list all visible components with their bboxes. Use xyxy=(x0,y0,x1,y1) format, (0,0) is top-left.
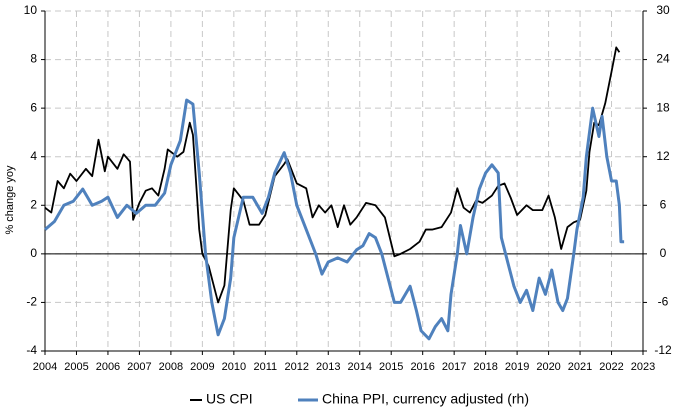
legend-label: US CPI xyxy=(206,391,253,407)
x-tick-label: 2004 xyxy=(33,361,57,373)
y-axis-label: % change yoy xyxy=(4,165,16,235)
x-tick-label: 2019 xyxy=(505,361,529,373)
y2-tick-label: 30 xyxy=(656,3,670,17)
x-tick-label: 2005 xyxy=(64,361,88,373)
x-tick-label: 2010 xyxy=(222,361,246,373)
x-tick-label: 2018 xyxy=(473,361,497,373)
y-tick-label: 4 xyxy=(30,149,37,163)
x-tick-label: 2012 xyxy=(285,361,309,373)
y2-tick-label: -6 xyxy=(658,295,669,309)
y2-tick-label: -12 xyxy=(654,343,672,357)
x-tick-label: 2015 xyxy=(379,361,403,373)
legend-label: China PPI, currency adjusted (rh) xyxy=(322,391,529,407)
x-tick-label: 2022 xyxy=(599,361,623,373)
y2-tick-label: 12 xyxy=(656,149,670,163)
y2-tick-label: 24 xyxy=(656,52,670,66)
x-tick-label: 2009 xyxy=(190,361,214,373)
x-tick-label: 2014 xyxy=(347,361,371,373)
x-tick-label: 2020 xyxy=(536,361,560,373)
x-tick-label: 2008 xyxy=(159,361,183,373)
y-tick-label: 2 xyxy=(30,197,37,211)
y2-tick-label: 0 xyxy=(660,246,667,260)
x-tick-label: 2011 xyxy=(253,361,277,373)
y-tick-label: -4 xyxy=(26,343,37,357)
y-tick-label: 8 xyxy=(30,52,37,66)
y-tick-label: 10 xyxy=(24,3,38,17)
series-line xyxy=(44,98,625,341)
y-tick-label: -2 xyxy=(26,295,37,309)
y-tick-label: 6 xyxy=(30,100,37,114)
y2-tick-label: 18 xyxy=(656,100,670,114)
x-tick-label: 2023 xyxy=(631,361,655,373)
series-line xyxy=(44,46,621,304)
x-tick-label: 2013 xyxy=(316,361,340,373)
x-tick-label: 2021 xyxy=(568,361,592,373)
x-tick-label: 2017 xyxy=(442,361,466,373)
x-tick-label: 2016 xyxy=(410,361,434,373)
y-tick-label: 0 xyxy=(30,246,37,260)
x-tick-label: 2006 xyxy=(96,361,120,373)
y2-tick-label: 6 xyxy=(660,197,667,211)
x-tick-label: 2007 xyxy=(127,361,151,373)
